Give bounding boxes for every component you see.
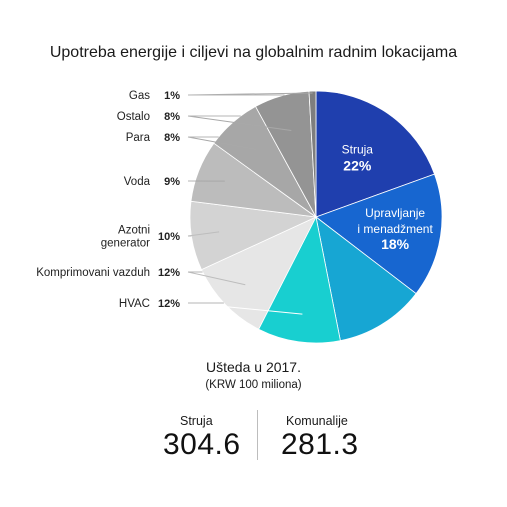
data-label-ostalo: 8% bbox=[164, 111, 180, 123]
slice-label-gas: Gas bbox=[129, 90, 150, 102]
data-label-para: 8% bbox=[164, 132, 180, 144]
slice-label-ostalo: Ostalo bbox=[117, 111, 150, 123]
leader-line-hvac bbox=[187, 302, 303, 315]
slice-label-azotni-generator-1: generator bbox=[101, 238, 150, 250]
slice-label-voda: Voda bbox=[124, 176, 151, 188]
savings-title: Ušteda u 2017. bbox=[206, 359, 301, 375]
data-label-hvac: 12% bbox=[158, 298, 180, 310]
savings-label-utilities: Komunalije bbox=[286, 414, 348, 428]
data-label-azotni-generator: 10% bbox=[158, 231, 180, 243]
pie-slice-unlabeled-2 bbox=[315, 216, 417, 342]
data-label-voda: 9% bbox=[164, 176, 180, 188]
pie-slice-komprimovani-vazduh bbox=[200, 216, 317, 330]
data-label-komprimovani-vazduh: 12% bbox=[158, 267, 180, 279]
savings-label-electricity: Struja bbox=[180, 414, 213, 428]
leader-line-komprimovani-vazduh bbox=[187, 271, 246, 286]
pie-slice-upravljanje-i-menadzment bbox=[315, 173, 443, 295]
data-label-struja: 22% bbox=[343, 158, 372, 174]
savings-divider bbox=[257, 410, 258, 460]
leader-line-para bbox=[187, 136, 257, 150]
pie-slice-gas bbox=[308, 90, 317, 218]
data-label-upravljanje-i-menadzment: 18% bbox=[381, 236, 410, 252]
slice-label-para: Para bbox=[126, 132, 151, 144]
slice-label-upravljanje-i-menadzment-1: i menadžment bbox=[357, 222, 433, 236]
leader-line-ostalo bbox=[187, 115, 292, 131]
slice-label-azotni-generator-0: Azotni bbox=[118, 225, 150, 237]
pie-slice-struja bbox=[315, 90, 435, 218]
savings-subtitle: (KRW 100 miliona) bbox=[205, 379, 302, 391]
leader-line-azotni-generator bbox=[187, 231, 220, 237]
savings-value-electricity: 304.6 bbox=[163, 428, 241, 461]
slice-label-upravljanje-i-menadzment-0: Upravljanje bbox=[365, 206, 425, 220]
slice-label-hvac: HVAC bbox=[119, 298, 150, 310]
chart-title: Upotreba energije i ciljevi na globalnim… bbox=[49, 44, 458, 61]
savings-value-utilities: 281.3 bbox=[281, 428, 359, 461]
data-label-gas: 1% bbox=[164, 90, 180, 102]
slice-label-struja: Struja bbox=[342, 143, 374, 157]
slice-label-komprimovani-vazduh: Komprimovani vazduh bbox=[36, 267, 150, 279]
